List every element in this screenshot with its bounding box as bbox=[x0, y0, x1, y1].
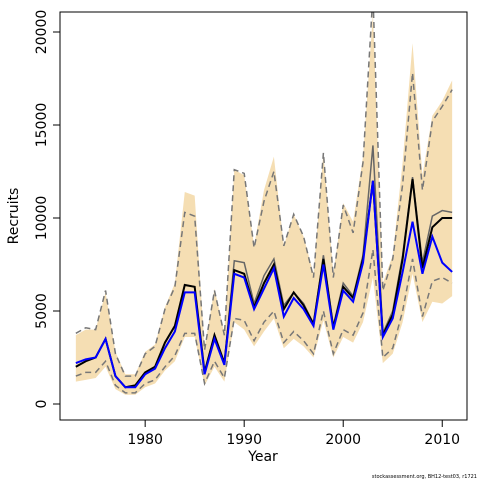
x-axis-label: Year bbox=[247, 449, 278, 465]
x-tick-label: 1980 bbox=[127, 432, 163, 448]
x-tick-label: 2000 bbox=[325, 432, 361, 448]
series-line bbox=[75, 12, 453, 377]
y-tick-label: 20000 bbox=[34, 10, 50, 55]
footnote: stockassessment.org, BH12-test03, r1721 bbox=[372, 474, 477, 480]
y-axis-label: Recruits bbox=[6, 188, 22, 245]
plot-frame bbox=[59, 11, 468, 421]
plot-area bbox=[75, 12, 453, 395]
y-tick-label: 0 bbox=[34, 400, 50, 409]
y-tick-label: 15000 bbox=[34, 103, 50, 148]
y-tick-label: 10000 bbox=[34, 196, 50, 241]
series-line bbox=[75, 178, 453, 389]
series-line bbox=[75, 249, 453, 394]
x-tick-label: 1990 bbox=[226, 432, 262, 448]
y-tick-label: 5000 bbox=[34, 293, 50, 329]
x-tick-label: 2010 bbox=[424, 432, 460, 448]
series-line bbox=[75, 180, 453, 389]
